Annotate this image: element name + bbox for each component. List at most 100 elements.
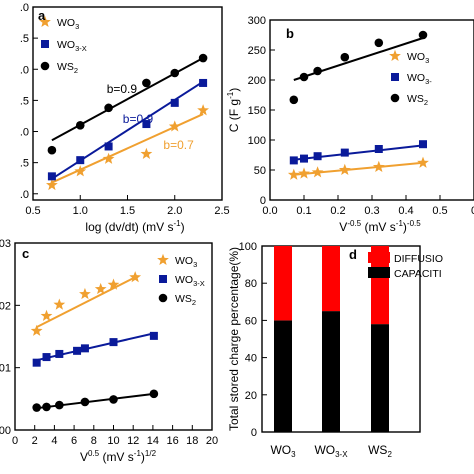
data-point [55, 349, 64, 358]
panel-label: a [38, 8, 46, 23]
data-point [417, 156, 429, 168]
data-point [340, 52, 350, 62]
y-tick-label: .0 [20, 127, 29, 139]
data-point [170, 98, 179, 107]
data-point [53, 298, 66, 310]
data-point [311, 166, 324, 178]
y-tick-label: 02 [0, 300, 11, 312]
data-point [107, 278, 120, 290]
data-point [46, 178, 58, 191]
data-point [42, 353, 51, 362]
panel-label: d [349, 247, 357, 262]
data-point [149, 389, 159, 399]
data-point [142, 120, 151, 129]
panel-c: 0 2 4 6 8 10 12 14 16 18 2000010203WO3WO3-XWS2cV0.… [0, 238, 218, 464]
legend-entry-1-label: WO3- [407, 72, 432, 86]
y-tick-label: 20 [245, 390, 257, 402]
panel-label: c [22, 246, 29, 261]
data-point [142, 78, 151, 88]
data-point [73, 346, 82, 355]
data-point [102, 152, 115, 164]
data-point [32, 403, 41, 412]
data-point [75, 120, 85, 130]
x-tick-label: 12 [127, 435, 139, 447]
x-tick-label: 14 [147, 435, 159, 447]
data-point [299, 72, 309, 82]
legend-entry-2-marker [158, 293, 168, 303]
y-axis-label: Total stored charge percentage(%) [227, 247, 241, 431]
x-tick-label: 0.4 [398, 205, 413, 217]
data-point [149, 331, 158, 340]
panel-b: 0.0 0.1 0.2 0.3 0.4 0.5 0 0 50 100 150 200 250 300 WO3… [226, 15, 474, 234]
y-tick-label: .5 [20, 158, 29, 170]
x-tick-label: 0.3 [364, 205, 379, 217]
fit-line-wo3 [36, 276, 136, 329]
data-point [289, 95, 299, 105]
x-category-label: WS2 [368, 443, 392, 459]
x-tick-label: 0.0 [262, 205, 277, 217]
legend-entry-2-marker [40, 61, 50, 71]
y-tick-label: 250 [248, 45, 266, 57]
x-tick-label: 2.0 [167, 205, 182, 217]
data-point [47, 172, 56, 181]
legend-entry-0-label: WO3 [57, 17, 79, 31]
x-tick-label: 0 [471, 205, 474, 217]
bar-diffusio-0 [274, 246, 292, 321]
y-tick-label: 40 [245, 353, 257, 365]
legend-label: DIFFUSIO [394, 253, 443, 265]
y-tick-label: 60 [245, 315, 257, 327]
data-point [32, 358, 41, 367]
data-point [287, 168, 300, 180]
x-tick-label: 1.0 [73, 205, 88, 217]
x-tick-label: 0.2 [330, 205, 345, 217]
b-value-annotation: b=0.9 [123, 112, 154, 126]
x-tick-label: 18 [186, 435, 198, 447]
legend-entry-0-label: WO3 [407, 51, 429, 65]
data-point [55, 400, 64, 410]
x-tick-label: 16 [166, 435, 178, 447]
legend-label: CAPACITI [394, 268, 442, 280]
y-tick-label: .0 [20, 189, 29, 201]
fit-line-ws2 [293, 37, 424, 81]
y-tick-label: 0 [251, 427, 257, 439]
data-point [47, 145, 57, 155]
legend-entry-2-label: WS2 [407, 93, 428, 107]
legend-entry-1-marker [159, 275, 167, 283]
legend-entry-1-label: WO3-X [57, 39, 87, 53]
y-tick-label: 03 [0, 238, 11, 250]
legend-entry-2-marker [390, 93, 400, 103]
y-tick-label: 0 [260, 195, 266, 207]
legend-entry-0-label: WO3 [175, 255, 197, 269]
legend-entry-1-marker [41, 40, 49, 48]
x-tick-label: 4 [51, 435, 57, 447]
data-point [42, 402, 51, 412]
x-tick-label: 1.5 [120, 205, 135, 217]
data-point [374, 38, 384, 48]
x-axis-label: log (dv/dt) (mV s-1) [85, 219, 184, 234]
y-tick-label: 01 [0, 363, 11, 375]
fit-line-wo3 [293, 161, 424, 176]
bar-diffusio-1 [322, 246, 340, 312]
bar-capaciti-2 [371, 324, 389, 432]
legend-entry-0-marker [39, 15, 51, 28]
x-axis-label: V0.5 (mV s-1)1/2 [80, 449, 157, 464]
data-point [199, 78, 208, 87]
panel-d: 0 20 40 60 80 100 WO3 WO3-X WS2 DIFFUSIO CAPACITI d… [227, 241, 443, 459]
y-tick-label: 300 [248, 15, 266, 27]
legend-swatch-diffusio [368, 252, 390, 263]
legend-swatch-capaciti [368, 267, 390, 278]
b-value-annotation: b=0.7 [163, 138, 194, 152]
data-point [338, 163, 351, 176]
panel-label: b [286, 26, 294, 41]
x-tick-label: 0.5 [432, 205, 447, 217]
x-tick-label: 6 [71, 435, 77, 447]
data-point [40, 309, 53, 321]
fit-line-wo3-x [51, 80, 204, 180]
b-value-annotation: b=0.9 [107, 82, 138, 96]
y-tick-label: .0 [20, 64, 29, 76]
x-category-label: WO3-X [314, 443, 348, 459]
data-point [94, 282, 107, 295]
data-point [198, 53, 208, 63]
data-point [374, 145, 383, 153]
